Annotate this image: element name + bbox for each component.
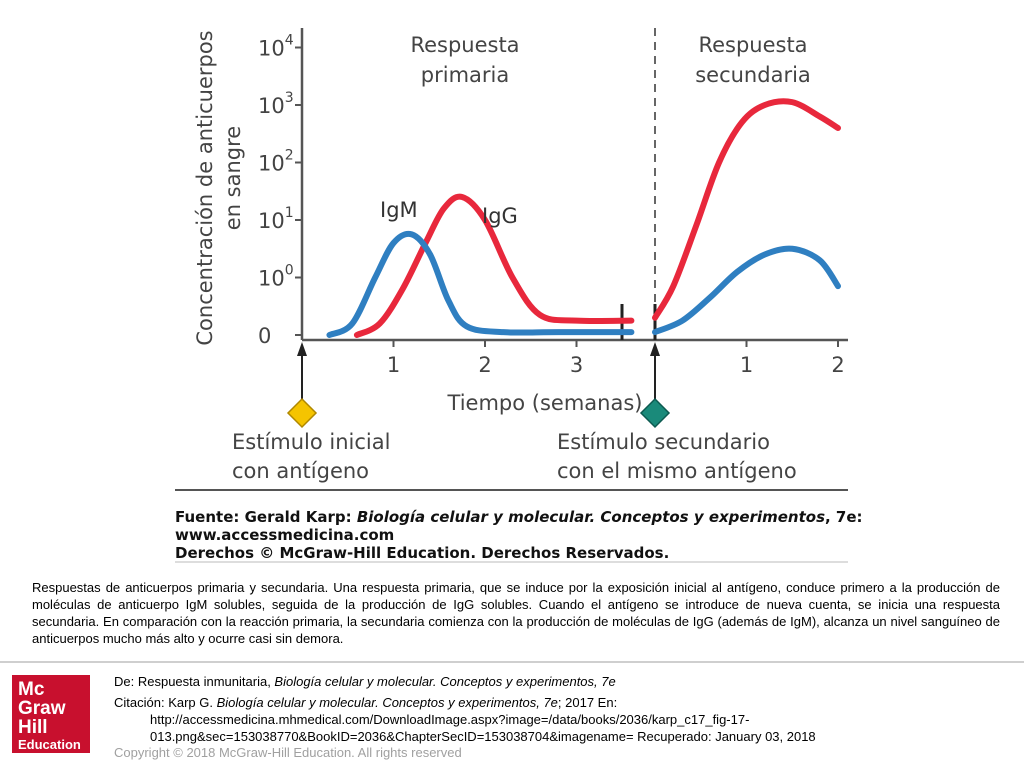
stimulus-secondary-arrowhead [650, 342, 660, 356]
primary-title-line1: Respuesta [410, 33, 519, 57]
stimulus-secondary-line2: con el mismo antígeno [557, 459, 797, 483]
stimulus-initial-line2: con antígeno [232, 459, 369, 483]
x-tick-label: 2 [831, 353, 844, 377]
source-line-1: Fuente: Gerald Karp: Biología celular y … [175, 508, 863, 526]
antibody-response-chart: 0 100 101 102 103 104 Concentración de anticu… [175, 28, 863, 563]
y-tick-label: 100 [258, 263, 294, 291]
source-line-3: Derechos © McGraw-Hill Education. Derech… [175, 544, 669, 562]
footer-divider [0, 661, 1024, 663]
source-line-2: www.accessmedicina.com [175, 526, 394, 544]
x-tick-label: 2 [478, 353, 491, 377]
y-axis-label-line1: Concentración de anticuerpos [193, 30, 217, 345]
reference-source: De: Respuesta inmunitaria, Biología celu… [114, 674, 616, 689]
igg-primary-curve [353, 193, 635, 338]
igm-secondary-curve [652, 245, 841, 336]
stimulus-secondary-line1: Estímulo secundario [557, 430, 770, 454]
stimulus-initial-line1: Estímulo inicial [232, 430, 390, 454]
figure-caption: Respuestas de anticuerpos primaria y sec… [32, 580, 1000, 646]
x-tick-label: 1 [387, 353, 400, 377]
reference-url-2[interactable]: 013.png&sec=153038770&BookID=2036&Chapte… [150, 729, 816, 744]
reference-url-1[interactable]: http://accessmedicina.mhmedical.com/Down… [150, 712, 750, 727]
y-tick-label: 102 [258, 148, 294, 176]
primary-title-line2: primaria [421, 63, 509, 87]
igm-primary-curve [326, 230, 635, 338]
series-label-igg: IgG [482, 204, 518, 228]
y-ticks: 0 100 101 102 103 104 [258, 33, 302, 348]
series-label-igm: IgM [380, 198, 418, 222]
x-tick-label: 3 [570, 353, 583, 377]
mcgraw-hill-logo: Mc Graw Hill Education [12, 675, 90, 753]
y-tick-label: 0 [258, 324, 271, 348]
reference-block: De: Respuesta inmunitaria, Biología celu… [114, 673, 994, 745]
igg-secondary-curve [652, 98, 841, 321]
stimulus-initial-arrowhead [297, 342, 307, 356]
x-axis-label: Tiempo (semanas) [447, 391, 643, 415]
stimulus-secondary-diamond [639, 397, 671, 429]
stimulus-initial-diamond [286, 397, 318, 429]
reference-citation: Citación: Karp G. Biología celular y mol… [114, 695, 618, 710]
x-ticks: 1 2 3 1 2 [387, 340, 845, 377]
y-axis-label-line2: en sangre [221, 126, 245, 230]
y-tick-label: 103 [258, 90, 294, 118]
secondary-title-line2: secundaria [695, 63, 811, 87]
series-curves [326, 98, 841, 338]
y-tick-label: 101 [258, 205, 294, 233]
x-tick-label: 1 [740, 353, 753, 377]
copyright-notice: Copyright © 2018 McGraw-Hill Education. … [114, 745, 462, 760]
secondary-title-line1: Respuesta [698, 33, 807, 57]
y-tick-label: 104 [258, 33, 294, 61]
